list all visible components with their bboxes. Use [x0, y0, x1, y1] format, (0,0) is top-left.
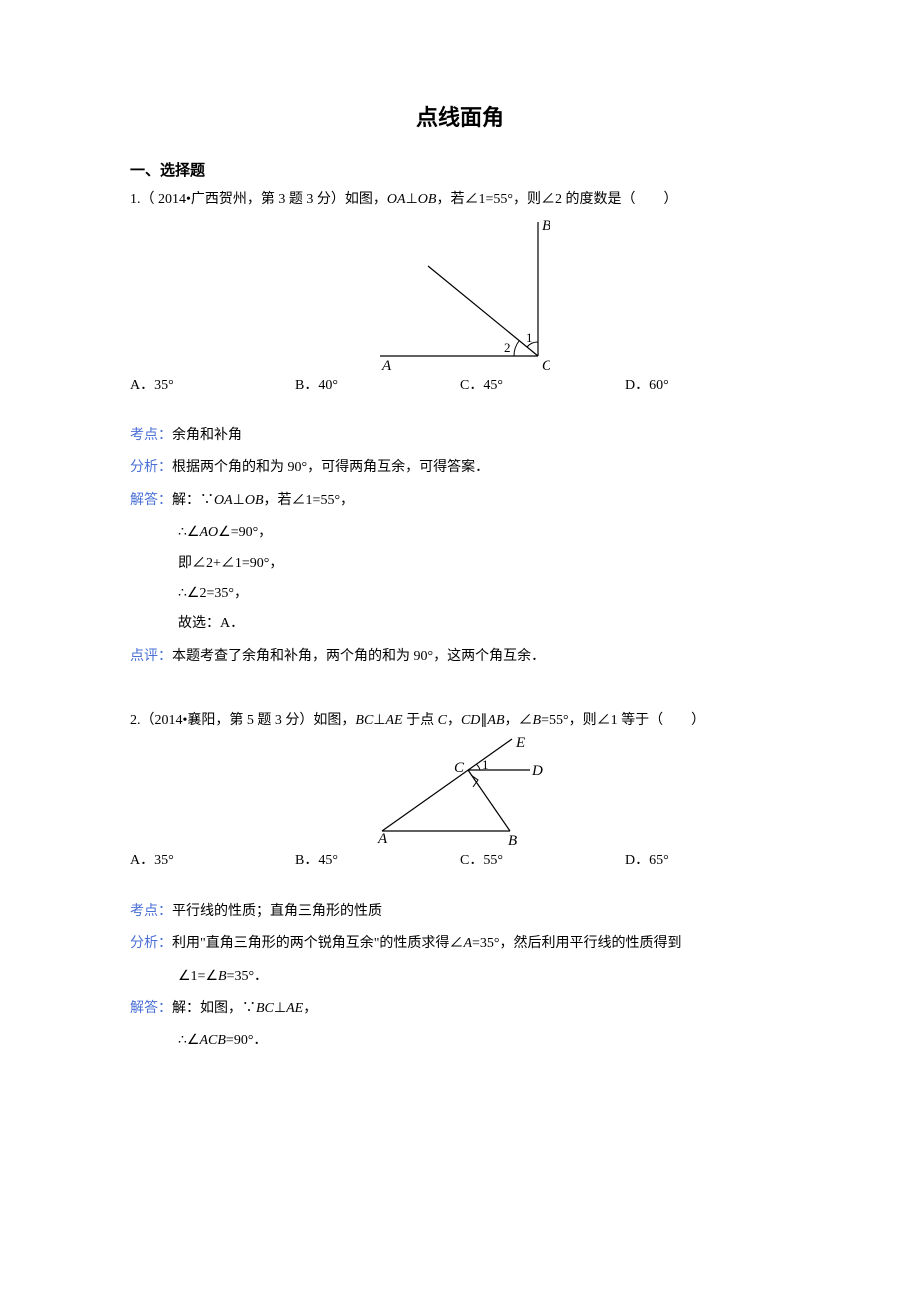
- q1-j2: ∴∠AO∠=90°，: [130, 522, 790, 544]
- page-title: 点线面角: [130, 100, 790, 135]
- q2-f1b: A: [463, 936, 472, 951]
- kaodian-text: 余角和补角: [172, 428, 242, 443]
- q2-f2a: ∠1=∠: [178, 969, 218, 984]
- q2-m3: ，∠: [505, 713, 533, 728]
- svg-text:1: 1: [526, 330, 533, 345]
- q1-ob: OB: [418, 192, 437, 207]
- q1-j2c: ∠=90°，: [218, 525, 272, 540]
- q1-options: A．35° B．40° C．45° D．60°: [130, 375, 790, 397]
- svg-text:O: O: [542, 358, 550, 371]
- q1-j1d: OB: [245, 493, 264, 508]
- q1-j5: 故选：A．: [130, 613, 790, 635]
- q1-j2a: ∴∠: [178, 525, 199, 540]
- q2-m2: ，: [447, 713, 461, 728]
- q1-kaodian: 考点：余角和补角: [130, 425, 790, 447]
- q2-opt-d: D．65°: [625, 850, 790, 872]
- q1-stem-after: ，若∠1=55°，则∠2 的度数是（ ）: [436, 192, 677, 207]
- q2-f1a: 利用"直角三角形的两个锐角互余"的性质求得∠: [172, 936, 463, 951]
- q2-j1b: BC: [256, 1001, 274, 1016]
- q2-f2: ∠1=∠B=35°．: [130, 966, 790, 988]
- jieda-label: 解答：: [130, 1001, 172, 1016]
- q1-j1e: ，若∠1=55°，: [264, 493, 355, 508]
- q2-figure: A B C DE 1: [130, 736, 790, 846]
- kaodian-label: 考点：: [130, 428, 172, 443]
- q2-f2c: =35°．: [227, 969, 269, 984]
- q2-options: A．35° B．45° C．55° D．65°: [130, 850, 790, 872]
- q2-stem: 2.（2014•襄阳，第 5 题 3 分）如图，BC⊥AE 于点 C，CD∥AB…: [130, 710, 790, 732]
- q2-kaodian: 考点：平行线的性质；直角三角形的性质: [130, 901, 790, 923]
- svg-text:A: A: [381, 358, 392, 371]
- q1-j1c: ⊥: [233, 493, 245, 508]
- jieda-label: 解答：: [130, 493, 172, 508]
- q1-stem: 1.（ 2014•广西贺州，第 3 题 3 分）如图，OA⊥OB，若∠1=55°…: [130, 189, 790, 211]
- q2-svg: A B C DE 1: [370, 736, 550, 846]
- kaodian-text: 平行线的性质；直角三角形的性质: [172, 904, 382, 919]
- q2-j2: ∴∠ACB=90°．: [130, 1030, 790, 1052]
- section-header: 一、选择题: [130, 159, 790, 183]
- fenxi-label: 分析：: [130, 936, 172, 951]
- q1-j1b: OA: [214, 493, 233, 508]
- q2-j1c: ⊥: [274, 1001, 286, 1016]
- q2-perp: ⊥: [373, 713, 385, 728]
- svg-text:D: D: [531, 763, 543, 779]
- fenxi-text: 根据两个角的和为 90°，可得两角互余，可得答案．: [172, 460, 489, 475]
- q2-bc: BC: [355, 713, 373, 728]
- spacer: [130, 678, 790, 706]
- q2-f1c: =35°，然后利用平行线的性质得到: [472, 936, 682, 951]
- q1-j3: 即∠2+∠1=90°，: [130, 553, 790, 575]
- svg-text:B: B: [542, 218, 550, 234]
- q1-fenxi: 分析：根据两个角的和为 90°，可得两角互余，可得答案．: [130, 457, 790, 479]
- q2-j2a: ∴∠: [178, 1033, 199, 1048]
- q1-svg: A B O12: [370, 216, 550, 371]
- kaodian-label: 考点：: [130, 904, 172, 919]
- q2-f2b: B: [218, 969, 227, 984]
- q1-figure: A B O12: [130, 216, 790, 371]
- svg-text:E: E: [515, 736, 525, 751]
- dianping-text: 本题考查了余角和补角，两个角的和为 90°，这两个角互余．: [172, 649, 545, 664]
- q1-opt-a: A．35°: [130, 375, 295, 397]
- q2-jieda: 解答：解：如图，∵BC⊥AE，: [130, 998, 790, 1020]
- q1-stem-prefix: 1.（ 2014•广西贺州，第 3 题 3 分）如图，: [130, 192, 387, 207]
- q1-opt-b: B．40°: [295, 375, 460, 397]
- q2-j2c: =90°．: [226, 1033, 268, 1048]
- svg-text:B: B: [508, 833, 517, 846]
- q2-cd: CD: [461, 713, 480, 728]
- q1-opt-c: C．45°: [460, 375, 625, 397]
- q2-m1: 于点: [403, 713, 438, 728]
- fenxi-label: 分析：: [130, 460, 172, 475]
- q2-b: B: [533, 713, 542, 728]
- q2-j1d: AE: [286, 1001, 303, 1016]
- q1-j2b: AO: [199, 525, 218, 540]
- q2-stem-prefix: 2.（2014•襄阳，第 5 题 3 分）如图，: [130, 713, 355, 728]
- q2-fenxi: 分析：利用"直角三角形的两个锐角互余"的性质求得∠A=35°，然后利用平行线的性…: [130, 933, 790, 955]
- q2-opt-a: A．35°: [130, 850, 295, 872]
- svg-text:1: 1: [482, 757, 489, 772]
- svg-text:2: 2: [504, 340, 511, 355]
- q1-dianping: 点评：本题考查了余角和补角，两个角的和为 90°，这两个角互余．: [130, 646, 790, 668]
- q2-c: C: [438, 713, 447, 728]
- q2-opt-b: B．45°: [295, 850, 460, 872]
- q2-after: =55°，则∠1 等于（ ）: [541, 713, 705, 728]
- q1-j1a: 解：∵: [172, 493, 214, 508]
- q2-ab: AB: [487, 713, 504, 728]
- q1-oa: OA: [387, 192, 406, 207]
- dianping-label: 点评：: [130, 649, 172, 664]
- q1-jieda: 解答：解：∵OA⊥OB，若∠1=55°，: [130, 490, 790, 512]
- q2-j1a: 解：如图，∵: [172, 1001, 256, 1016]
- svg-text:C: C: [454, 760, 465, 776]
- q1-j4: ∴∠2=35°，: [130, 583, 790, 605]
- q1-opt-d: D．60°: [625, 375, 790, 397]
- svg-text:A: A: [377, 831, 388, 846]
- q2-ae: AE: [386, 713, 403, 728]
- q2-j2b: ACB: [199, 1033, 225, 1048]
- q2-opt-c: C．55°: [460, 850, 625, 872]
- q2-j1e: ，: [303, 1001, 317, 1016]
- q1-perp: ⊥: [406, 192, 418, 207]
